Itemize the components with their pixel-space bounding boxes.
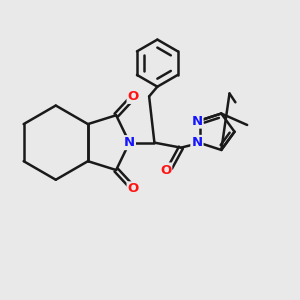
Text: O: O (128, 182, 139, 195)
Text: O: O (128, 90, 139, 103)
Text: N: N (191, 136, 203, 149)
Text: N: N (191, 115, 203, 128)
Text: N: N (124, 136, 135, 149)
Text: O: O (160, 164, 171, 176)
